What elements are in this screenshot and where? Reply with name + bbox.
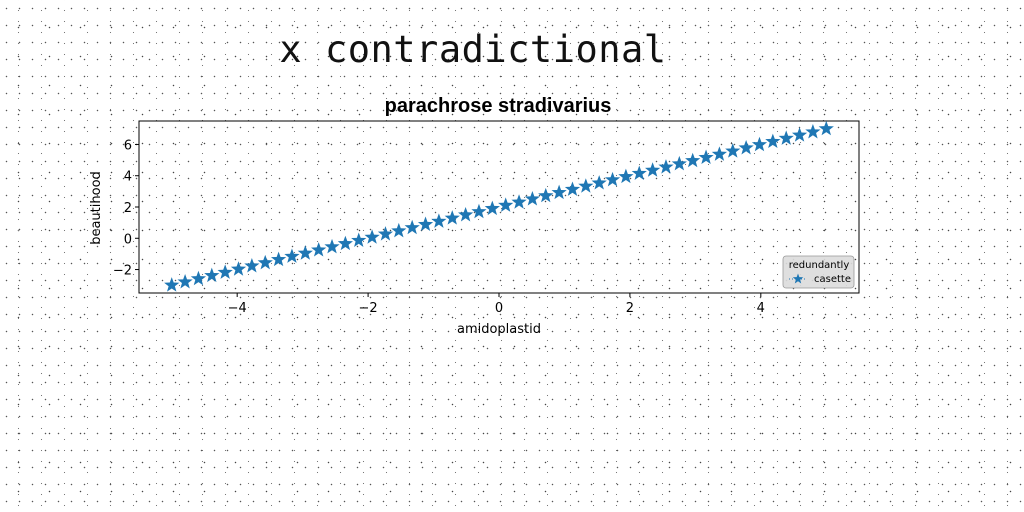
data-point: [765, 133, 781, 149]
data-point: [511, 194, 527, 209]
data-point: [177, 273, 193, 289]
data-point: [591, 175, 607, 190]
x-tick-label: 0: [495, 301, 503, 316]
data-point: [778, 130, 794, 145]
data-point: [351, 232, 367, 247]
data-point: [604, 171, 621, 187]
data-point: [618, 168, 634, 184]
y-tick-label: 0: [124, 232, 132, 247]
data-point: [164, 277, 180, 292]
data-point: [484, 200, 500, 216]
data-point: [190, 270, 207, 286]
data-point: [751, 136, 768, 152]
legend-entry-casette: casette: [814, 274, 851, 285]
data-point: [311, 242, 327, 257]
data-point: [725, 143, 741, 158]
data-point: [444, 210, 460, 225]
data-point: [658, 159, 674, 174]
data-point: [297, 245, 313, 260]
data-point: [244, 258, 260, 273]
data-point: [564, 181, 581, 196]
data-point: [805, 124, 821, 139]
data-point: [337, 235, 353, 251]
legend: redundantly casette: [782, 255, 855, 289]
data-point: [818, 120, 834, 136]
data-point: [404, 219, 420, 235]
data-point: [217, 264, 233, 279]
y-tick-label: 6: [124, 138, 132, 153]
data-point: [671, 155, 687, 171]
data-point: [284, 248, 300, 263]
x-tick-label: −2: [359, 301, 378, 316]
data-point: [498, 197, 514, 212]
data-point: [578, 178, 594, 193]
data-points: [164, 120, 834, 292]
data-point: [458, 206, 474, 222]
y-axis-ticks: −2 0 2 4 6: [113, 138, 139, 279]
y-tick-label: 4: [124, 170, 132, 185]
data-point: [738, 139, 754, 155]
legend-title: redundantly: [789, 260, 850, 271]
data-point: [711, 146, 728, 161]
x-tick-label: 2: [626, 301, 634, 316]
data-point: [698, 149, 714, 165]
figure-suptitle: x contradictional: [279, 28, 667, 71]
data-point: [257, 254, 273, 270]
x-axis-ticks: −4 −2 0 2 4: [228, 293, 765, 316]
data-point: [270, 251, 287, 267]
data-point: [471, 203, 487, 219]
data-point: [377, 226, 394, 241]
chart-title: parachrose stradivarius: [385, 95, 612, 117]
y-axis-label: beautihood: [89, 171, 104, 245]
data-point: [204, 267, 220, 283]
data-point: [324, 238, 340, 254]
y-tick-label: −2: [113, 264, 132, 279]
data-point: [230, 261, 247, 276]
data-point: [645, 162, 661, 177]
data-point: [431, 213, 447, 228]
data-point: [417, 216, 434, 232]
plot-area: [138, 120, 860, 294]
data-point: [524, 191, 540, 206]
y-tick-label: 2: [124, 201, 132, 216]
data-point: [685, 152, 701, 168]
data-point: [551, 184, 567, 200]
x-tick-label: 4: [757, 301, 765, 316]
data-point: [538, 187, 554, 203]
legend-box: [782, 255, 855, 289]
legend-marker-star-icon: [792, 273, 804, 284]
x-axis-label: amidoplastid: [457, 322, 541, 337]
data-point: [391, 222, 407, 238]
x-tick-label: −4: [228, 301, 247, 316]
data-point: [364, 229, 380, 244]
data-point: [791, 127, 808, 142]
data-point: [631, 165, 647, 180]
